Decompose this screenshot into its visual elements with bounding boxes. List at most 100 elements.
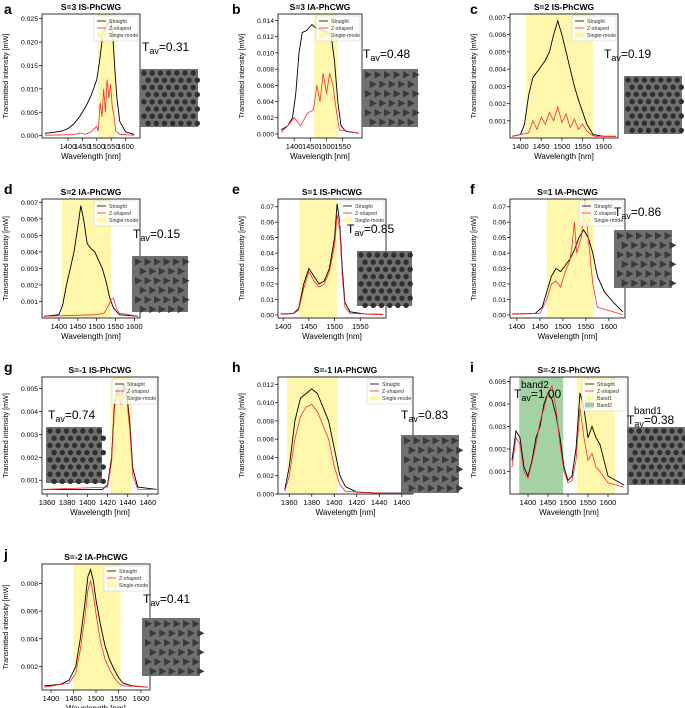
y-tick-label: 0.02 <box>261 282 274 289</box>
lattice-hole <box>178 91 184 98</box>
lattice-triangle <box>636 251 644 259</box>
tav-band1-8: Tav=0.38 <box>627 413 675 429</box>
lattice-hole <box>67 464 74 470</box>
y-tick-label: 0.002 <box>257 473 274 480</box>
lattice-triangle <box>626 270 634 278</box>
lattice-hole <box>153 91 159 98</box>
tav-subscript: av <box>149 46 159 56</box>
lattice-hole <box>674 120 680 126</box>
lattice-hole <box>665 449 671 456</box>
y-tick-label: 0.06 <box>493 220 506 227</box>
lattice-hole <box>161 120 168 127</box>
tav-annotation-6: Tav=0.74 <box>48 408 96 424</box>
lattice-triangle <box>173 620 181 628</box>
y-tick-label: 0.008 <box>21 581 38 588</box>
y-axis-label: Transmitted intensity [mW] <box>1 585 10 670</box>
lattice-hole <box>47 471 53 477</box>
tav-value: =0.48 <box>380 47 411 61</box>
lattice-triangle <box>413 475 421 483</box>
y-tick-label: 0.012 <box>257 34 274 41</box>
lattice-hole <box>649 106 656 112</box>
lattice-triangle <box>626 251 634 259</box>
lattice-triangle <box>631 260 639 269</box>
lattice-triangle <box>446 465 454 474</box>
y-tick-label: 0.01 <box>261 297 274 304</box>
y-tick-label: 0.010 <box>257 400 274 407</box>
legend-label: Z-shaped <box>109 26 131 32</box>
lattice-triangle <box>669 241 677 250</box>
lattice-hole <box>637 84 643 90</box>
lattice-hole <box>96 442 102 449</box>
lattice-triangle <box>413 456 421 464</box>
y-tick-label: 0.003 <box>21 266 38 273</box>
y-tick-label: 0.001 <box>489 118 506 125</box>
lattice-triangle <box>631 279 639 288</box>
y-tick-label: 0.002 <box>489 447 506 454</box>
lattice-hole <box>678 84 684 90</box>
lattice-triangle <box>369 99 377 108</box>
tav-subscript: av <box>370 53 380 63</box>
lattice-hole <box>399 252 405 258</box>
lattice-hole <box>382 295 389 301</box>
lattice-triangle <box>192 658 200 666</box>
lattice-triangle <box>182 296 190 304</box>
lattice-triangle <box>384 90 392 98</box>
tav-annotation-2: Tav=0.19 <box>604 47 652 63</box>
lattice-hole <box>149 99 155 105</box>
lattice-triangle <box>456 484 464 493</box>
lattice-triangle <box>659 241 667 250</box>
y-axis-label: Transmitted intensity [mW] <box>237 34 246 119</box>
legend-label: Single-mode <box>355 218 384 224</box>
lattice-hole <box>648 435 655 441</box>
x-tick-label: 1400 <box>275 322 292 331</box>
lattice-hole <box>387 302 393 309</box>
y-tick-label: 0.00 <box>493 312 506 319</box>
tav-subscript: av <box>140 233 150 243</box>
lattice-hole <box>665 464 671 470</box>
y-tick-label: 0.07 <box>493 204 506 211</box>
y-tick-label: 0.008 <box>257 67 274 74</box>
lattice-triangle <box>645 251 653 259</box>
lattice-hole <box>625 106 631 112</box>
lattice-hole <box>149 113 155 119</box>
y-axis-label: Transmitted intensity [mW] <box>1 34 10 119</box>
x-tick-label: 1400 <box>326 498 343 507</box>
y-axis-label: Transmitted intensity [mW] <box>237 216 246 301</box>
legend-label: Single-mode <box>594 218 623 224</box>
lattice-hole <box>662 98 668 105</box>
lattice-triangle <box>398 80 406 89</box>
lattice-triangle <box>149 267 157 276</box>
lattice-hole <box>403 273 409 280</box>
lattice-hole <box>366 252 372 258</box>
tav-annotation-9: Tav=0.41 <box>143 592 191 608</box>
lattice-triangle <box>369 118 377 127</box>
lattice-hole <box>665 435 671 441</box>
tav-subscript: av <box>408 414 418 424</box>
lattice-triangle <box>173 296 181 304</box>
lattice-hole <box>632 478 638 485</box>
x-tick-label: 1500 <box>88 322 105 331</box>
lattice-hole <box>403 259 409 265</box>
lattice-hole <box>174 70 180 76</box>
lattice-triangle <box>154 258 162 266</box>
y-tick-label: 0.006 <box>257 437 274 444</box>
lattice-inset-7 <box>401 435 464 493</box>
legend-swatch <box>370 395 379 401</box>
x-axis-label: Wavelength [nm] <box>61 332 121 341</box>
legend-label: Single-mode <box>587 33 616 39</box>
x-tick-label: 1400 <box>51 322 68 331</box>
series-group <box>280 203 384 315</box>
lattice-hole <box>182 70 188 76</box>
y-tick-label: 0.002 <box>489 101 506 108</box>
lattice-hole <box>403 302 409 309</box>
lattice-hole <box>628 457 634 463</box>
x-tick-label: 1600 <box>600 498 617 507</box>
y-tick-label: 0.05 <box>493 235 506 242</box>
lattice-hole <box>649 120 656 126</box>
legend-label: Straight <box>109 19 127 25</box>
lattice-hole <box>145 77 151 83</box>
lattice-hole <box>666 77 672 83</box>
panel-title: S=-1 IA-PhCWG <box>314 365 378 375</box>
